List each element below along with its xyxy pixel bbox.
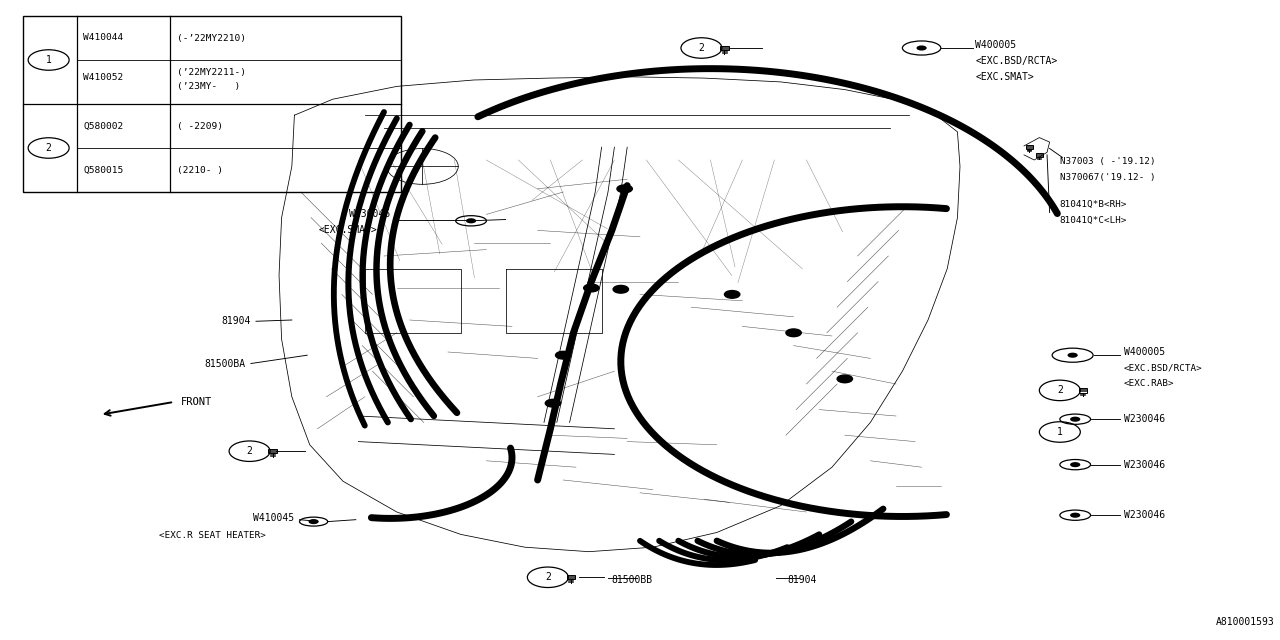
Text: W230046: W230046 xyxy=(1124,460,1165,470)
Text: (’23MY-   ): (’23MY- ) xyxy=(177,82,239,91)
Text: N37003 ( -'19.12): N37003 ( -'19.12) xyxy=(1060,157,1156,166)
Circle shape xyxy=(786,329,801,337)
Text: W410052: W410052 xyxy=(83,73,123,82)
Text: 81041Q*B<RH>: 81041Q*B<RH> xyxy=(1060,200,1128,209)
Circle shape xyxy=(584,284,599,292)
Text: Q580015: Q580015 xyxy=(83,166,123,175)
Text: 81500BA: 81500BA xyxy=(205,358,246,369)
Text: W400005: W400005 xyxy=(1124,347,1165,357)
Text: 81904: 81904 xyxy=(221,316,251,326)
Circle shape xyxy=(1070,417,1080,422)
Text: 81904: 81904 xyxy=(787,575,817,586)
Circle shape xyxy=(545,399,561,407)
Circle shape xyxy=(613,285,628,293)
Text: W410044: W410044 xyxy=(83,33,123,42)
Text: ( -2209): ( -2209) xyxy=(177,122,223,131)
Text: 2: 2 xyxy=(247,446,252,456)
Text: 1: 1 xyxy=(46,55,51,65)
Text: 2: 2 xyxy=(699,43,704,53)
Text: W230046: W230046 xyxy=(1124,414,1165,424)
Text: <EXC.BSD/RCTA>: <EXC.BSD/RCTA> xyxy=(1124,364,1203,372)
Circle shape xyxy=(466,218,476,223)
Text: W400005: W400005 xyxy=(975,40,1016,50)
Text: 2: 2 xyxy=(46,143,51,153)
Text: <EXC.BSD/RCTA>: <EXC.BSD/RCTA> xyxy=(975,56,1057,66)
Circle shape xyxy=(837,375,852,383)
Text: (’22MY2211-): (’22MY2211-) xyxy=(177,68,246,77)
Text: <EXC.SMAT>: <EXC.SMAT> xyxy=(319,225,378,236)
Circle shape xyxy=(308,519,319,524)
Text: Q580002: Q580002 xyxy=(83,122,123,131)
Text: 81500BB: 81500BB xyxy=(612,575,653,586)
Circle shape xyxy=(916,45,927,51)
Text: (2210- ): (2210- ) xyxy=(177,166,223,175)
Text: <EXC.RAB>: <EXC.RAB> xyxy=(1124,380,1175,388)
Text: A810001593: A810001593 xyxy=(1216,617,1275,627)
Text: 81041Q*C<LH>: 81041Q*C<LH> xyxy=(1060,216,1128,225)
Text: W410045: W410045 xyxy=(253,513,294,524)
Circle shape xyxy=(724,291,740,298)
Text: N370067('19.12- ): N370067('19.12- ) xyxy=(1060,173,1156,182)
Text: 2: 2 xyxy=(545,572,550,582)
Text: <EXC.R SEAT HEATER>: <EXC.R SEAT HEATER> xyxy=(160,531,266,540)
Text: 2: 2 xyxy=(1057,385,1062,396)
Text: 1: 1 xyxy=(1057,427,1062,437)
Text: W230046: W230046 xyxy=(1124,510,1165,520)
Text: W230046: W230046 xyxy=(349,209,390,220)
Circle shape xyxy=(1070,462,1080,467)
Circle shape xyxy=(556,351,571,359)
Circle shape xyxy=(1070,513,1080,518)
Text: FRONT: FRONT xyxy=(180,397,211,407)
Circle shape xyxy=(617,185,632,193)
Text: <EXC.SMAT>: <EXC.SMAT> xyxy=(975,72,1034,82)
Text: (-’22MY2210): (-’22MY2210) xyxy=(177,33,246,42)
Circle shape xyxy=(1068,353,1078,358)
